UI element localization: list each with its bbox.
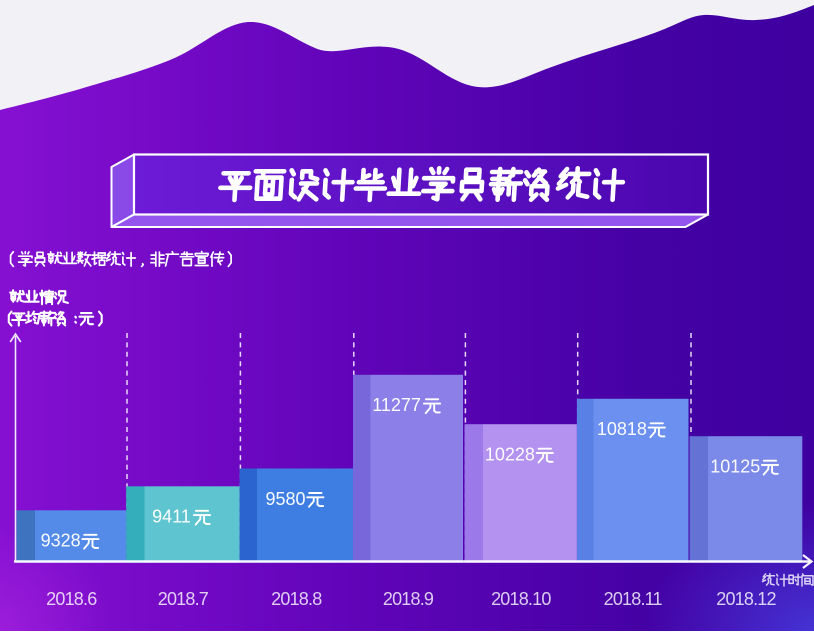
- svg-text:11277: 11277: [372, 395, 421, 415]
- svg-text:2018.7: 2018.7: [158, 589, 209, 609]
- svg-text:10818: 10818: [597, 419, 647, 439]
- svg-text:10228: 10228: [485, 445, 535, 465]
- svg-text:2018.9: 2018.9: [383, 589, 434, 609]
- svg-text:10125: 10125: [710, 457, 760, 477]
- svg-text:9411: 9411: [152, 507, 191, 527]
- svg-text:2018.12: 2018.12: [716, 589, 776, 609]
- svg-text:2018.10: 2018.10: [491, 589, 551, 609]
- svg-text:9580: 9580: [266, 489, 306, 509]
- svg-text:2018.8: 2018.8: [271, 589, 322, 609]
- svg-text:9328: 9328: [41, 531, 81, 551]
- svg-text:2018.11: 2018.11: [604, 589, 663, 609]
- svg-text:2018.6: 2018.6: [46, 589, 97, 609]
